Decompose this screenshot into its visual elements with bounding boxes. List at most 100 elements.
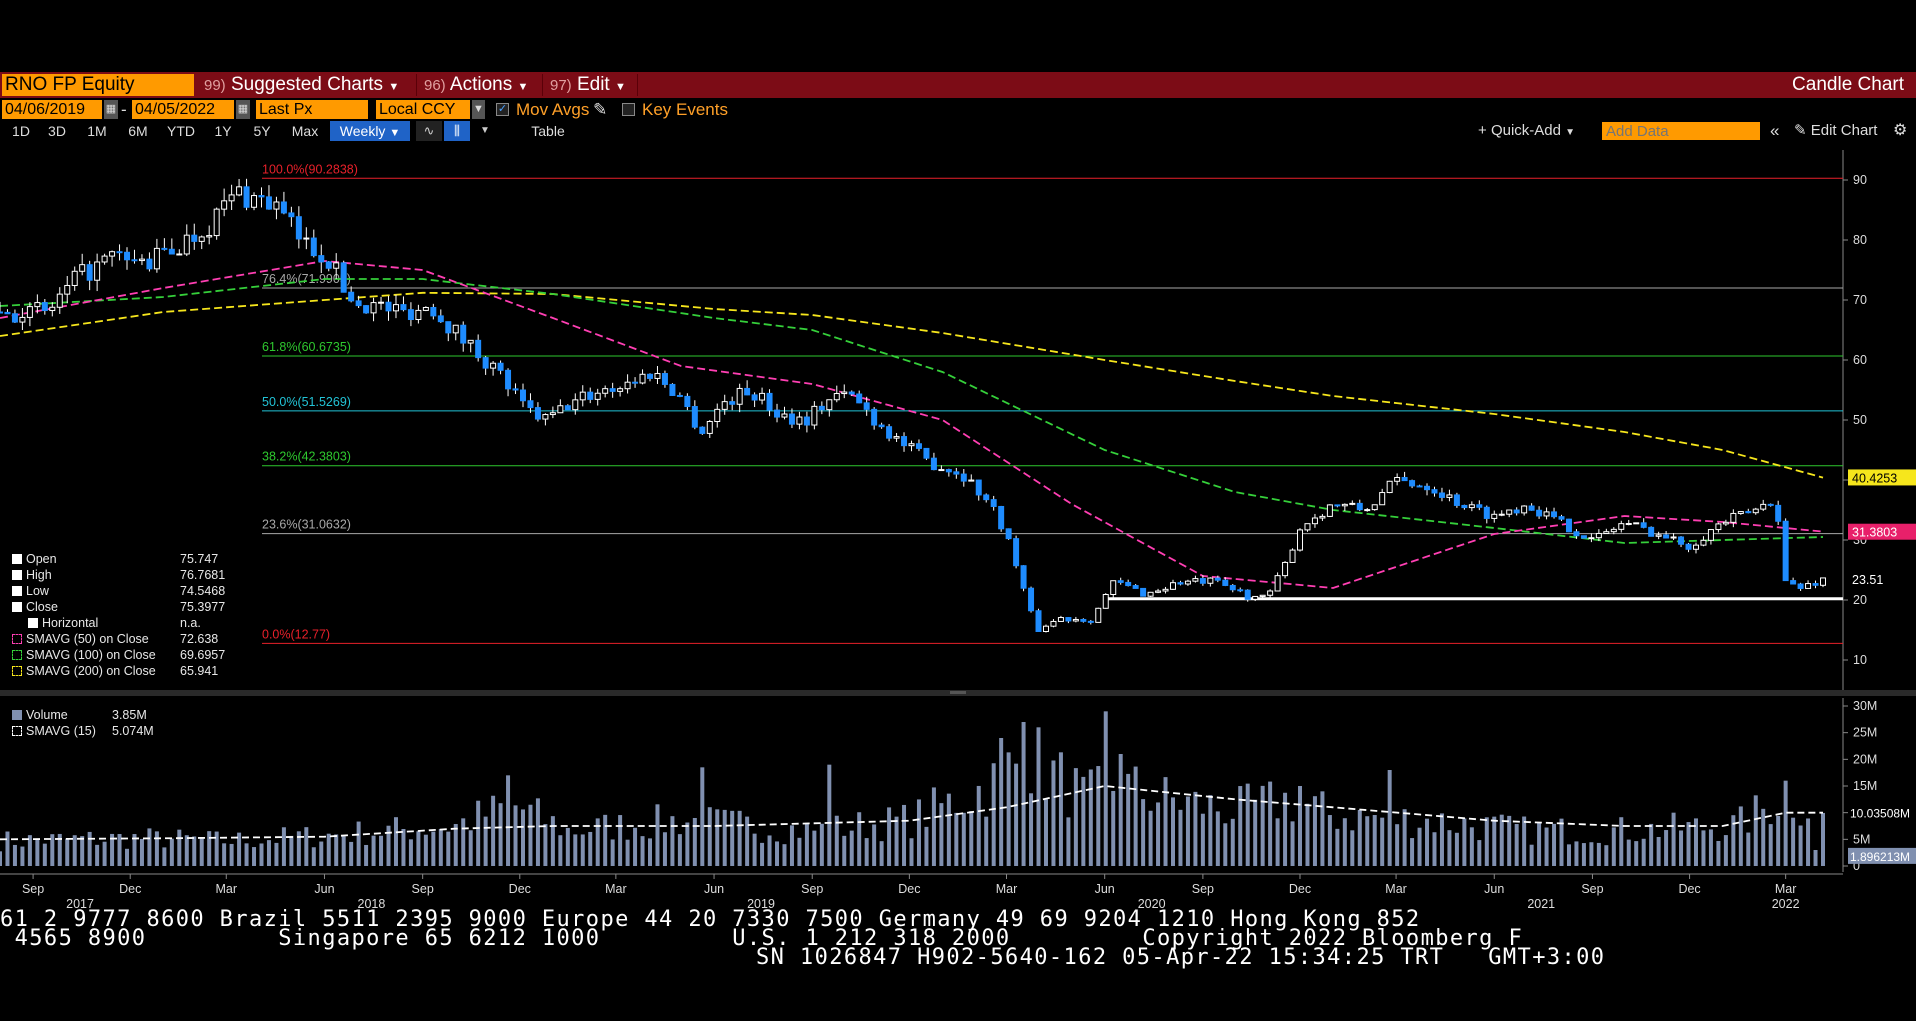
quick-add-button[interactable]: + Quick-Add ▼ bbox=[1478, 121, 1575, 141]
actions-menu[interactable]: 96) Actions ▼ bbox=[424, 74, 528, 96]
menu-number: 96) bbox=[424, 77, 446, 94]
range-max-button[interactable]: Max bbox=[291, 123, 319, 139]
candle-down bbox=[1648, 526, 1655, 537]
volume-bar bbox=[1679, 830, 1684, 866]
candle-up bbox=[273, 201, 280, 210]
candle-down bbox=[886, 426, 893, 439]
volume-bar bbox=[969, 811, 974, 866]
candle-down bbox=[960, 473, 967, 482]
pane-resize-handle[interactable] bbox=[950, 691, 966, 694]
candle-down bbox=[1237, 589, 1244, 592]
year-label: 2021 bbox=[1527, 897, 1555, 911]
volume-bar bbox=[528, 804, 533, 866]
candle-up bbox=[153, 247, 160, 270]
candle-down bbox=[684, 395, 691, 408]
price-badge bbox=[1848, 570, 1916, 587]
price-badge-label: 23.51 bbox=[1852, 573, 1883, 587]
key-events-checkbox[interactable] bbox=[622, 103, 635, 116]
volume-bar bbox=[887, 807, 892, 866]
gear-icon[interactable]: ⚙ bbox=[1893, 122, 1908, 139]
candle-down bbox=[505, 369, 512, 390]
currency-select[interactable]: Local CCY bbox=[376, 100, 470, 119]
range-ytd-button[interactable]: YTD bbox=[167, 123, 195, 139]
calendar-icon[interactable]: ▦ bbox=[236, 100, 250, 119]
volume-bar bbox=[1395, 824, 1400, 866]
range-3d-button[interactable]: 3D bbox=[48, 123, 66, 139]
pencil-icon[interactable]: ✎ bbox=[593, 100, 608, 119]
add-data-input[interactable] bbox=[1602, 122, 1760, 140]
candle-up bbox=[236, 186, 243, 196]
volume-bar bbox=[849, 830, 854, 866]
volume-bar bbox=[102, 841, 107, 866]
volume-bar bbox=[1253, 799, 1258, 866]
volume-bar bbox=[991, 763, 996, 866]
volume-bar bbox=[1342, 818, 1347, 866]
volume-bar bbox=[80, 836, 85, 866]
volume-bar bbox=[1641, 838, 1646, 866]
legend-low-value: 74.5468 bbox=[180, 584, 226, 598]
chevron-down-icon[interactable]: ▼ bbox=[472, 121, 498, 141]
candle-up bbox=[1618, 523, 1625, 530]
month-label: Jun bbox=[1095, 882, 1115, 896]
edit-chart-label: Edit Chart bbox=[1810, 122, 1878, 139]
volume-bar bbox=[1096, 766, 1101, 866]
chevron-down-icon[interactable]: ▼ bbox=[472, 100, 485, 119]
candle-up bbox=[1050, 620, 1057, 627]
volume-bar bbox=[1634, 841, 1639, 866]
edit-chart-button[interactable]: ✎ Edit Chart bbox=[1794, 121, 1877, 141]
candle-up bbox=[1633, 522, 1640, 525]
legend-horizontal: Horizontal bbox=[28, 616, 98, 631]
candle-down bbox=[1199, 578, 1206, 584]
candle-up bbox=[422, 306, 429, 311]
candle-down bbox=[699, 426, 706, 434]
line-chart-icon[interactable]: ∿ bbox=[416, 121, 442, 141]
volume-bar bbox=[939, 803, 944, 866]
volume-bar bbox=[341, 836, 346, 866]
collapse-icon[interactable]: « bbox=[1770, 121, 1780, 140]
table-button[interactable]: Table bbox=[531, 123, 565, 139]
edit-menu[interactable]: 97) Edit ▼ bbox=[550, 74, 626, 96]
volume-bar bbox=[1439, 813, 1444, 866]
candle-up bbox=[490, 362, 497, 369]
range-6m-button[interactable]: 6M bbox=[128, 123, 148, 139]
volume-bar bbox=[1006, 752, 1011, 866]
range-1y-button[interactable]: 1Y bbox=[214, 123, 232, 139]
suggested-charts-menu[interactable]: 99) Suggested Charts ▼ bbox=[204, 74, 399, 96]
candle-down bbox=[1132, 585, 1139, 589]
candle-up bbox=[213, 208, 220, 237]
candle-up bbox=[654, 373, 661, 379]
candle-up bbox=[1349, 502, 1356, 505]
candle-down bbox=[400, 304, 407, 311]
security-ticker-field[interactable]: RNO FP Equity bbox=[2, 74, 194, 96]
candle-down bbox=[385, 301, 392, 312]
calendar-icon[interactable]: ▦ bbox=[104, 100, 118, 119]
candle-up bbox=[1282, 561, 1289, 577]
candle-up bbox=[415, 309, 422, 321]
price-field-select[interactable]: Last Px bbox=[256, 100, 368, 119]
candle-down bbox=[1005, 528, 1012, 540]
range-1d-button[interactable]: 1D bbox=[12, 123, 30, 139]
candle-chart-icon[interactable]: ⫼ bbox=[444, 121, 470, 141]
range-1m-button[interactable]: 1M bbox=[87, 123, 107, 139]
candle-up bbox=[841, 391, 848, 395]
volume-bar bbox=[916, 799, 921, 866]
candle-down bbox=[609, 388, 616, 392]
candle-down bbox=[975, 479, 982, 496]
candle-down bbox=[11, 313, 18, 323]
plus-icon: + bbox=[1478, 122, 1487, 139]
start-date-field[interactable]: 04/06/2019 bbox=[2, 100, 102, 119]
end-date-field[interactable]: 04/05/2022 bbox=[132, 100, 234, 119]
candle-down bbox=[86, 264, 93, 281]
pencil-icon: ✎ bbox=[1794, 122, 1807, 139]
candle-up bbox=[1722, 521, 1729, 525]
mov-avgs-checkbox[interactable]: ✓ bbox=[496, 103, 509, 116]
range-5y-button[interactable]: 5Y bbox=[253, 123, 271, 139]
legend-swatch bbox=[12, 710, 22, 720]
candle-down bbox=[460, 324, 467, 344]
frequency-select[interactable]: Weekly ▼ bbox=[330, 121, 410, 141]
axis-labels: 10203040506070809005M10M15M20M25M30MSepD… bbox=[22, 173, 1877, 911]
divider bbox=[542, 74, 543, 96]
volume-bar bbox=[760, 842, 765, 866]
month-label: Mar bbox=[1385, 882, 1407, 896]
